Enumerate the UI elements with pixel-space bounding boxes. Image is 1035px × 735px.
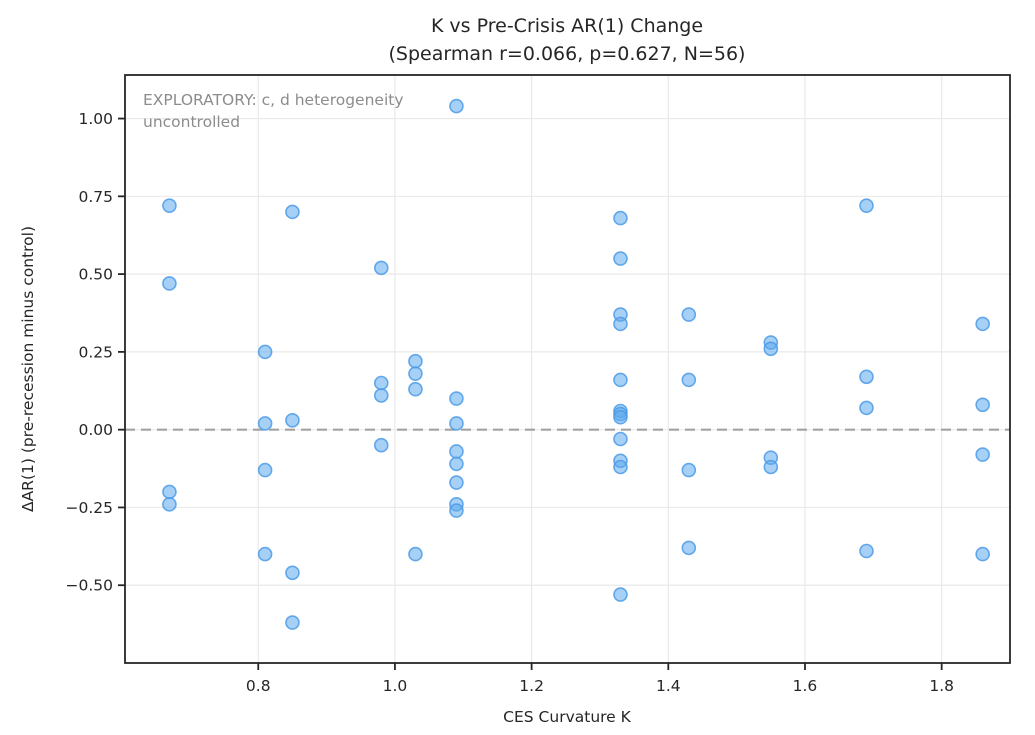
scatter-point <box>975 447 990 462</box>
scatter-point <box>257 462 273 478</box>
scatter-point <box>449 503 464 518</box>
scatter-point <box>285 615 300 630</box>
scatter-point <box>162 497 177 512</box>
scatter-point <box>859 198 874 213</box>
scatter-point <box>257 416 273 431</box>
scatter-point <box>285 413 300 428</box>
scatter-point <box>408 381 423 397</box>
x-tick-label: 1.6 <box>793 677 818 695</box>
x-tick-label: 1.0 <box>383 677 408 695</box>
scatter-points <box>162 98 990 630</box>
scatter-point <box>763 459 779 475</box>
scatter-point <box>613 459 628 475</box>
scatter-point <box>613 587 628 602</box>
scatter-point <box>613 210 628 226</box>
x-axis-label: CES Curvature K <box>503 708 631 726</box>
scatter-point <box>859 543 874 559</box>
y-tick-label: −0.25 <box>66 499 114 517</box>
scatter-point <box>162 484 177 500</box>
annotation-line-2: uncontrolled <box>143 113 240 131</box>
scatter-point <box>449 475 464 490</box>
scatter-point <box>162 198 177 213</box>
x-axis: 0.8 1.0 1.2 1.4 1.6 1.8 <box>246 663 954 695</box>
scatter-point <box>373 375 389 391</box>
y-tick-label: 0.75 <box>78 188 113 206</box>
scatter-point <box>285 204 300 220</box>
y-tick-label: −0.50 <box>66 577 114 595</box>
annotation-line-1: EXPLORATORY: c, d heterogeneity <box>143 91 404 109</box>
scatter-point <box>763 341 779 357</box>
scatter-point <box>449 98 464 114</box>
scatter-point <box>975 397 990 413</box>
scatter-point <box>408 366 423 381</box>
scatter-point <box>681 462 697 478</box>
scatter-point <box>613 316 628 332</box>
scatter-point <box>449 416 464 431</box>
x-tick-label: 1.8 <box>929 677 954 695</box>
scatter-point <box>449 391 464 406</box>
scatter-point <box>449 456 464 472</box>
y-axis-label: ΔAR(1) (pre-recession minus control) <box>19 226 37 512</box>
scatter-point <box>408 546 423 562</box>
scatter-point <box>859 369 874 385</box>
y-axis: −0.50 −0.25 0.00 0.25 0.50 0.75 1.00 <box>66 110 125 595</box>
scatter-point <box>613 251 628 266</box>
y-tick-label: 0.00 <box>78 421 113 439</box>
scatter-point <box>681 540 697 556</box>
plot-border <box>124 74 1011 664</box>
chart-subtitle: (Spearman r=0.066, p=0.627, N=56) <box>389 43 746 65</box>
scatter-point <box>613 431 628 447</box>
y-tick-label: 0.25 <box>78 343 113 361</box>
scatter-point <box>285 565 300 581</box>
scatter-point <box>859 400 874 416</box>
scatter-point <box>373 437 389 453</box>
scatter-point <box>373 388 389 403</box>
x-tick-label: 1.4 <box>656 677 681 695</box>
scatter-point <box>162 276 177 291</box>
y-tick-label: 0.50 <box>78 266 113 284</box>
x-tick-label: 1.2 <box>519 677 544 695</box>
scatter-point <box>449 444 464 459</box>
x-tick-label: 0.8 <box>246 677 271 695</box>
scatter-point <box>373 260 389 276</box>
scatter-point <box>613 372 628 388</box>
scatter-point <box>681 307 697 322</box>
chart-title: K vs Pre-Crisis AR(1) Change <box>431 15 703 37</box>
y-tick-label: 1.00 <box>78 110 113 128</box>
scatter-point <box>257 344 273 360</box>
scatter-point <box>408 353 423 369</box>
scatter-point <box>975 546 990 562</box>
scatter-point <box>613 409 628 425</box>
scatter-point <box>975 316 990 332</box>
scatter-point <box>257 546 273 562</box>
gridlines <box>125 75 1010 663</box>
scatter-point <box>681 372 697 388</box>
